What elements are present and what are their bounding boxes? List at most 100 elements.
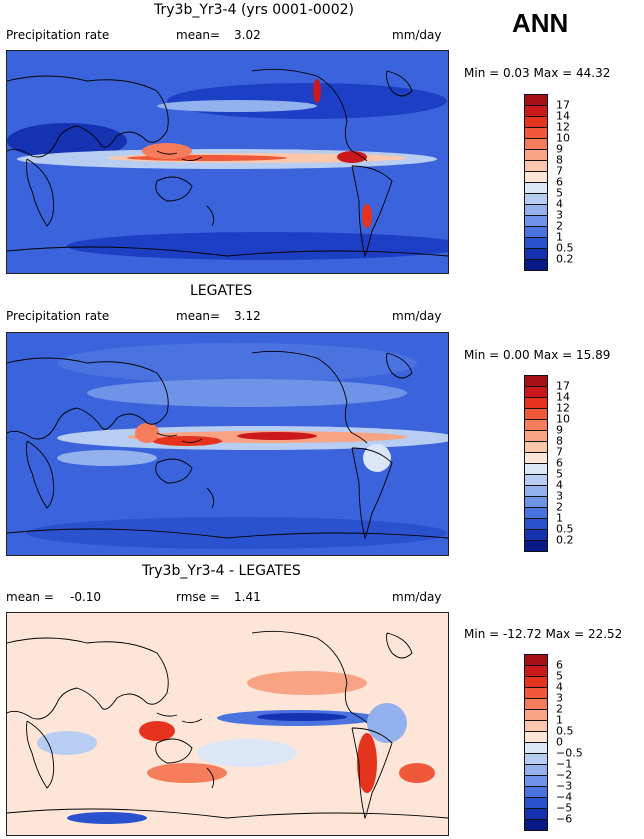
panel-1-title: Try3b_Yr3-4 (yrs 0001-0002) [154, 2, 354, 18]
panel-2-variable-label: Precipitation rate [6, 309, 110, 323]
negative-bias [257, 713, 347, 721]
panel-2-min-max: Min = 0.00 Max = 15.89 [464, 348, 611, 362]
colorbar-level-label: 1 [556, 511, 563, 525]
colorbar-level-label: 0.2 [556, 252, 574, 266]
panel-1-variable-label: Precipitation rate [6, 28, 110, 42]
coastlines [7, 350, 448, 540]
colorbar-level-label: −3 [556, 779, 573, 793]
warm-pool [135, 423, 159, 443]
colorbar-level-label: −5 [556, 801, 573, 815]
colorbar-level-label: 0.5 [556, 522, 574, 536]
colorbar-level-label: 5 [556, 669, 563, 683]
colorbar-level-label: 5 [556, 186, 563, 200]
panel-2-units: mm/day [392, 309, 442, 323]
colorbar-level-label: 6 [556, 658, 563, 672]
colorbar-level-label: 4 [556, 197, 563, 211]
colorbar-level-label: −0.5 [556, 746, 583, 760]
colorbar-level-label: 17 [556, 98, 570, 112]
panel-2-colorbar: 17 14 12 10 9 8 7 6 5 4 3 2 1 0.5 0.2 [524, 375, 574, 552]
colorbar-level-label: 0 [556, 735, 563, 749]
panel-1-units: mm/day [392, 28, 442, 42]
positive-bias [247, 671, 367, 695]
colorbar-level-label: −2 [556, 768, 573, 782]
negative-bias [37, 731, 97, 755]
panel-2-mean-label: mean= [176, 309, 221, 323]
colorbar-level-label: −1 [556, 757, 573, 771]
colorbar-level-label: 6 [556, 175, 563, 189]
panel-3-mean-value: -0.10 [70, 590, 102, 604]
colorbar-level-label: 0.2 [556, 533, 574, 547]
panel-1-mean-value: 3.02 [234, 28, 261, 42]
colorbar-level-label: 2 [556, 219, 563, 233]
colorbar-level-label: 9 [556, 423, 563, 437]
negative-bias [197, 739, 297, 767]
positive-bias [147, 763, 227, 783]
precip-region [363, 444, 391, 472]
panel-3-map-svg [7, 613, 448, 835]
panel-2-title: LEGATES [190, 283, 253, 299]
negative-bias [67, 812, 147, 824]
panel-3-map [6, 612, 449, 836]
storm-track [157, 100, 317, 112]
colorbar-swatch [524, 540, 548, 552]
panel-3-min-max: Min = -12.72 Max = 22.52 [464, 627, 623, 641]
colorbar-level-label: 10 [556, 412, 570, 426]
season-label: ANN [512, 8, 569, 38]
storm-track [87, 379, 407, 407]
colorbar-level-label: 1 [556, 713, 563, 727]
precip-region [57, 343, 417, 383]
colorbar-level-label: 6 [556, 456, 563, 470]
colorbar-level-label: 1 [556, 230, 563, 244]
colorbar-level-label: 12 [556, 120, 570, 134]
coastlines [7, 68, 448, 258]
colorbar-level-label: 17 [556, 379, 570, 393]
panel-1-map-svg [7, 51, 448, 273]
precip-maximum [337, 151, 367, 163]
panel-1-min-max: Min = 0.03 Max = 44.32 [464, 66, 611, 80]
colorbar-level-label: 12 [556, 401, 570, 415]
coastal-maximum [362, 204, 372, 228]
panel-3-units: mm/day [392, 590, 442, 604]
precip-maximum [237, 432, 317, 440]
dry-zone [7, 123, 127, 159]
dry-zone [27, 517, 447, 549]
colorbar-level-label: 7 [556, 445, 563, 459]
colorbar-level-label: 4 [556, 478, 563, 492]
positive-bias [399, 763, 435, 783]
dry-zone [67, 232, 448, 260]
colorbar-level-label: 3 [556, 691, 563, 705]
panel-1-map [6, 50, 449, 274]
colorbar-level-label: 10 [556, 131, 570, 145]
colorbar-level-label: 14 [556, 109, 570, 123]
colorbar-level-label: 3 [556, 208, 563, 222]
colorbar-level-label: 3 [556, 489, 563, 503]
colorbar-level-label: 2 [556, 500, 563, 514]
precip-region [57, 450, 157, 466]
colorbar-level-label: 14 [556, 390, 570, 404]
colorbar-level-label: 0.5 [556, 724, 574, 738]
warm-pool [152, 436, 222, 446]
panel-2-map [6, 332, 449, 556]
panel-2-mean-value: 3.12 [234, 309, 261, 323]
colorbar-level-label: 0.5 [556, 241, 574, 255]
coastlines [7, 630, 448, 820]
positive-bias [139, 721, 175, 741]
colorbar-swatch [524, 259, 548, 271]
panel-3-rmse-label: rmse = [176, 590, 220, 604]
colorbar-level-label: 7 [556, 164, 563, 178]
colorbar-level-label: 8 [556, 434, 563, 448]
panel-1-mean-label: mean= [176, 28, 221, 42]
colorbar-level-label: 5 [556, 467, 563, 481]
panel-2-map-svg [7, 333, 448, 555]
colorbar-level-label: −4 [556, 790, 573, 804]
colorbar-level-label: 4 [556, 680, 563, 694]
coastal-maximum [313, 79, 321, 103]
colorbar-level-label: 8 [556, 153, 563, 167]
panel-3-rmse-value: 1.41 [234, 590, 261, 604]
panel-3-colorbar: 6 5 4 3 2 1 0.5 0 −0.5 −1 −2 −3 −4 −5 −6 [524, 654, 583, 831]
colorbar-level-label: 9 [556, 142, 563, 156]
colorbar-swatch [524, 819, 548, 831]
positive-bias [357, 733, 377, 793]
panel-3-mean-label: mean = [6, 590, 54, 604]
negative-bias [367, 703, 407, 743]
